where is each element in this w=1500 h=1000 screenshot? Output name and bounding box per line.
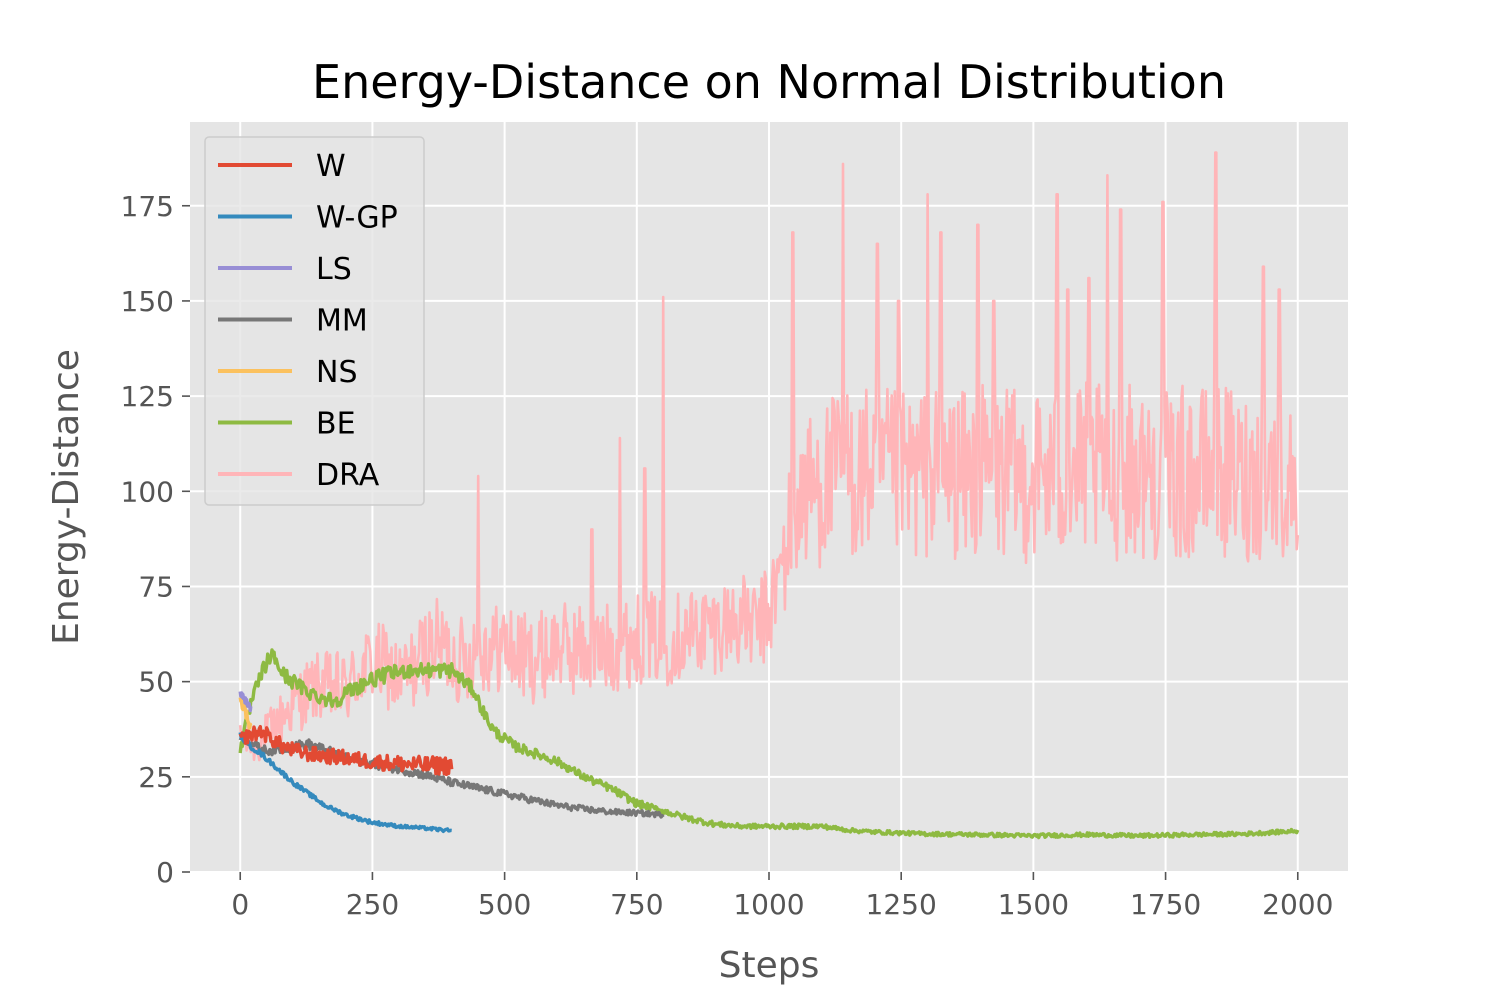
series-line-ns — [238, 697, 253, 730]
y-tick-label: 100 — [121, 475, 174, 508]
y-tick-label: 25 — [138, 761, 174, 794]
legend: W W-GP LS MM NS BE DRA — [204, 136, 425, 506]
y-tick-label: 50 — [138, 666, 174, 699]
x-tick-label: 0 — [231, 888, 249, 921]
y-tick-label: 75 — [138, 570, 174, 603]
legend-label-ns: NS — [316, 355, 357, 390]
legend-label-w: W — [316, 149, 346, 184]
x-tick-label: 250 — [346, 888, 399, 921]
x-tick-label: 1750 — [1130, 888, 1201, 921]
y-axis-label: Energy-Distance — [46, 349, 87, 645]
x-tick-label: 500 — [478, 888, 531, 921]
legend-frame — [204, 136, 425, 506]
series-line-w-gp — [238, 732, 453, 834]
series-line-w — [238, 724, 454, 777]
y-tick-label: 175 — [121, 190, 174, 223]
x-tick-label: 1500 — [998, 888, 1069, 921]
legend-label-mm: MM — [316, 304, 368, 339]
legend-label-w-gp: W-GP — [316, 201, 398, 236]
series-layer — [238, 151, 1300, 840]
x-tick-label: 750 — [610, 888, 663, 921]
x-tick-label: 1000 — [733, 888, 804, 921]
series-line-ls — [238, 691, 253, 713]
x-tick-label: 2000 — [1262, 888, 1333, 921]
chart-title: Energy-Distance on Normal Distribution — [312, 55, 1226, 109]
x-axis-label: Steps — [719, 945, 820, 986]
legend-label-ls: LS — [316, 252, 352, 287]
legend-label-dra: DRA — [316, 458, 380, 493]
y-tick-label: 0 — [156, 856, 174, 889]
ticks: 0 250 500 750 1000 1250 1500 1750 2000 0 25 50 75 100… — [121, 190, 1334, 921]
series-line-mm — [238, 731, 665, 819]
series-line-dra — [238, 151, 1300, 762]
y-tick-label: 150 — [121, 285, 174, 318]
y-tick-label: 125 — [121, 380, 174, 413]
x-tick-label: 1250 — [866, 888, 937, 921]
legend-label-be: BE — [316, 407, 356, 442]
series-line-be — [238, 648, 1300, 840]
